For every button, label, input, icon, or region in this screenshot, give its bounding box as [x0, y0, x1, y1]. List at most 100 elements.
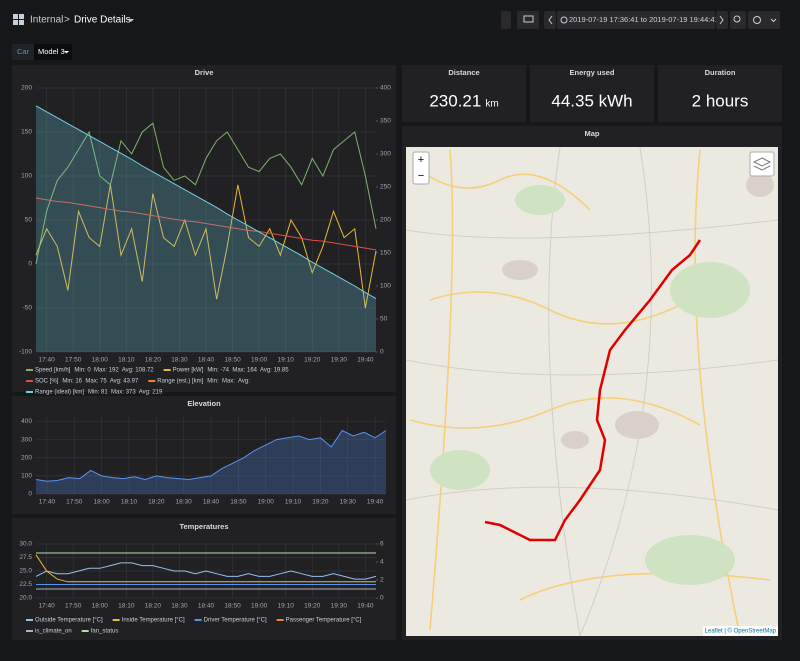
legend-stats: Min: 81 Max: 373 Avg: 219 [88, 390, 163, 396]
x-tick-label: 18:20 [145, 603, 162, 610]
variable-dropdown[interactable] [34, 44, 72, 60]
legend-swatch [194, 619, 202, 621]
y-tick-label: 22.5 [19, 581, 32, 588]
y2-tick-label: 350 [380, 118, 391, 125]
zoom-button[interactable] [730, 11, 746, 29]
x-tick-label: 19:10 [285, 499, 302, 506]
x-tick-label: 17:50 [65, 357, 82, 364]
y2-tick-label: 100 [380, 283, 391, 290]
x-tick-label: 18:00 [93, 499, 110, 506]
legend-label: Power [kW] [173, 368, 204, 374]
y2-tick-label: 300 [380, 151, 391, 158]
y-tick-label: 100 [21, 173, 32, 180]
tv-button[interactable] [517, 11, 539, 29]
button[interactable] [501, 11, 511, 29]
y2-tick-label: 400 [380, 85, 391, 92]
x-tick-label: 18:20 [148, 499, 165, 506]
layers-button[interactable] [749, 151, 775, 177]
y-tick-label: 20.0 [19, 595, 32, 602]
next-icon [719, 15, 724, 25]
y2-tick-label: 50 [380, 316, 388, 323]
x-tick-label: 19:30 [340, 499, 357, 506]
legend-label: Range (ideal) [km] [35, 390, 84, 396]
y-tick-label: 150 [21, 129, 32, 136]
x-tick-label: 18:50 [224, 357, 241, 364]
time-range[interactable]: 2019-07-19 17:36:41 to 2019-07-19 19:44:… [569, 15, 719, 24]
x-tick-label: 17:40 [39, 499, 56, 506]
variable-value[interactable]: Model 3 [38, 47, 65, 56]
dashboard-title[interactable]: Drive Details [74, 15, 131, 26]
stat-value: 44.35 kWh [551, 91, 632, 110]
zoom-icon [733, 15, 741, 23]
x-tick-label: 19:00 [258, 499, 275, 506]
x-tick-label: 19:00 [251, 603, 268, 610]
x-tick-label: 18:50 [224, 603, 241, 610]
legend-swatch [26, 369, 33, 371]
y-tick-label: 0 [28, 491, 32, 498]
x-tick-label: 19:40 [357, 357, 374, 364]
layers-icon [752, 157, 772, 171]
stat-panel [530, 65, 654, 122]
prev-button[interactable] [544, 11, 556, 29]
zoom-control [412, 151, 430, 185]
clock-icon [560, 16, 568, 24]
y2-tick-label: 150 [380, 250, 391, 257]
x-tick-label: 18:30 [171, 357, 188, 364]
x-tick-label: 19:10 [278, 357, 295, 364]
x-tick-label: 19:20 [304, 357, 321, 364]
attribution-box [703, 626, 778, 636]
next-button[interactable] [716, 11, 728, 29]
stat-title: Distance [448, 68, 479, 77]
route [484, 239, 702, 542]
series-area [36, 105, 376, 352]
y2-tick-label: 250 [380, 184, 391, 191]
y2-tick-label: 200 [380, 217, 391, 224]
x-tick-label: 18:00 [92, 357, 109, 364]
legend-swatch [26, 391, 33, 393]
panel-title: Elevation [187, 399, 221, 408]
legend-swatch [26, 380, 33, 382]
x-tick-label: 19:00 [251, 357, 268, 364]
stat-panel [402, 65, 526, 122]
dropdown-caret [64, 51, 69, 54]
legend-label: fan_status [91, 629, 119, 635]
y-tick-label: 50 [25, 217, 33, 224]
legend-label: Inside Temperature [°C] [122, 618, 185, 624]
legend-label: Speed [km/h] [35, 368, 71, 374]
series-line [35, 554, 376, 583]
y-tick-label: 30.0 [19, 541, 32, 548]
legend-swatch [112, 619, 120, 621]
stat-unit: km [485, 99, 498, 110]
y2-tick-label: 6 [380, 541, 384, 548]
x-tick-label: 19:10 [278, 603, 295, 610]
x-tick-label: 18:30 [176, 499, 193, 506]
prev-icon [548, 15, 553, 25]
panel-title: Drive [195, 68, 214, 77]
map-attribution[interactable]: Leaflet | © OpenStreetMap [705, 628, 777, 635]
legend-swatch [26, 630, 33, 632]
breadcrumb-root[interactable]: Internal [30, 15, 63, 26]
x-tick-label: 18:50 [230, 499, 247, 506]
x-tick-label: 18:10 [118, 357, 135, 364]
legend-swatch [148, 380, 156, 382]
x-tick-label: 17:40 [38, 603, 55, 610]
x-tick-label: 19:30 [331, 603, 348, 610]
x-tick-label: 19:30 [331, 357, 348, 364]
title-caret[interactable] [128, 19, 134, 22]
x-tick-label: 18:10 [121, 499, 138, 506]
series-area [36, 430, 386, 494]
time-picker[interactable] [557, 11, 715, 29]
x-tick-label: 18:00 [92, 603, 109, 610]
map[interactable] [405, 146, 779, 637]
refresh-button[interactable] [748, 11, 780, 29]
panel-title: Temperatures [179, 522, 228, 531]
zoom-in[interactable]: + [418, 154, 424, 166]
legend-stats: Min: 0 Max: 192 Avg: 108.72 [74, 368, 154, 374]
tv-icon [523, 15, 534, 23]
legend-swatch [26, 619, 33, 621]
zoom-out[interactable]: − [418, 170, 424, 182]
x-tick-label: 18:10 [118, 603, 135, 610]
legend-swatch [276, 619, 284, 621]
stat-title: Energy used [569, 68, 614, 77]
